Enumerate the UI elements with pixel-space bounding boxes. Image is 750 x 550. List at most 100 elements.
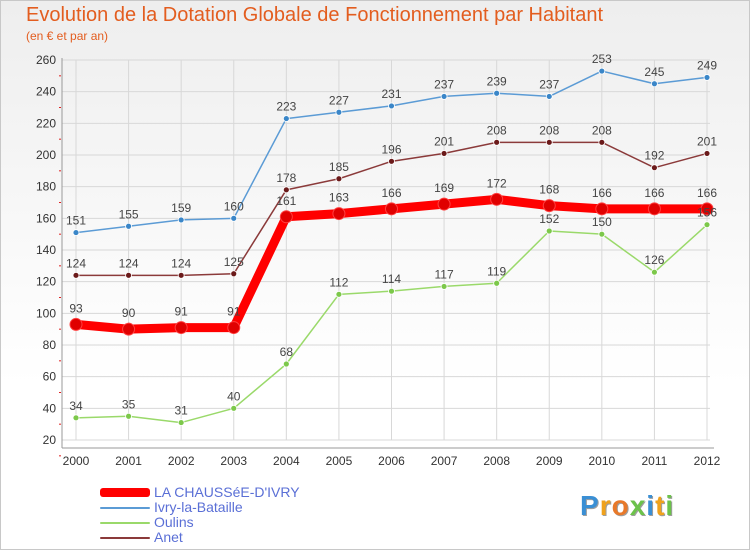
data-label-oulins: 119 bbox=[487, 264, 506, 278]
data-point-ivry-la-bataille bbox=[177, 216, 185, 224]
data-label-la-chauss-e-d-ivry: 166 bbox=[592, 186, 612, 200]
logo-letter: r bbox=[599, 490, 612, 521]
data-point-anet bbox=[125, 271, 132, 279]
data-point-oulins bbox=[440, 283, 448, 290]
data-point-la-chauss-e-d-ivry bbox=[437, 197, 451, 211]
data-point-la-chauss-e-d-ivry bbox=[122, 322, 136, 336]
data-point-la-chauss-e-d-ivry bbox=[174, 321, 188, 335]
data-point-la-chauss-e-d-ivry bbox=[279, 210, 293, 224]
data-point-anet bbox=[388, 157, 395, 165]
data-point-oulins bbox=[177, 419, 185, 426]
data-point-anet bbox=[651, 164, 658, 172]
y-tick-label: 120 bbox=[36, 275, 56, 289]
legend-swatch bbox=[100, 488, 150, 497]
data-point-oulins bbox=[230, 404, 238, 412]
legend-item-ivry-la-bataille: Ivry-la-Bataille bbox=[100, 499, 350, 515]
x-tick-label: 2004 bbox=[273, 454, 300, 468]
data-label-oulins: 150 bbox=[592, 215, 612, 229]
data-point-ivry-la-bataille bbox=[282, 115, 290, 122]
x-tick-label: 2006 bbox=[378, 454, 405, 468]
y-tick-label: 240 bbox=[36, 85, 56, 99]
legend-label: LA CHAUSSéE-D'IVRY bbox=[154, 484, 300, 500]
data-label-oulins: 35 bbox=[122, 397, 136, 411]
data-point-ivry-la-bataille bbox=[493, 89, 501, 97]
data-point-oulins bbox=[703, 221, 711, 229]
data-point-anet bbox=[545, 138, 553, 146]
legend-label: Oulins bbox=[154, 514, 194, 530]
data-label-la-chauss-e-d-ivry: 166 bbox=[381, 186, 401, 200]
data-label-anet: 201 bbox=[697, 134, 717, 148]
data-point-la-chauss-e-d-ivry bbox=[595, 202, 609, 216]
data-label-anet: 124 bbox=[119, 256, 139, 270]
data-label-ivry-la-bataille: 239 bbox=[487, 74, 507, 88]
data-point-oulins bbox=[335, 290, 343, 298]
x-tick-label: 2001 bbox=[115, 454, 142, 468]
data-point-anet bbox=[493, 138, 501, 146]
logo-letter: P bbox=[580, 490, 600, 521]
data-point-anet bbox=[440, 150, 448, 157]
data-label-la-chauss-e-d-ivry: 93 bbox=[69, 301, 83, 315]
data-point-oulins bbox=[598, 230, 606, 238]
data-point-ivry-la-bataille bbox=[651, 80, 658, 88]
data-point-anet bbox=[703, 150, 711, 157]
data-label-ivry-la-bataille: 159 bbox=[171, 201, 191, 215]
data-label-anet: 201 bbox=[434, 134, 454, 148]
data-point-anet bbox=[72, 271, 80, 279]
y-tick-label: 100 bbox=[36, 306, 56, 320]
data-label-oulins: 114 bbox=[382, 272, 401, 286]
y-tick-label: 180 bbox=[36, 180, 56, 194]
data-label-ivry-la-bataille: 155 bbox=[119, 207, 139, 221]
data-label-anet: 208 bbox=[487, 123, 507, 137]
legend-swatch bbox=[100, 536, 150, 539]
data-label-la-chauss-e-d-ivry: 166 bbox=[697, 186, 717, 200]
data-label-oulins: 126 bbox=[644, 253, 664, 267]
x-tick-label: 2008 bbox=[483, 454, 510, 468]
data-label-ivry-la-bataille: 151 bbox=[66, 214, 86, 228]
logo-letter: t bbox=[655, 490, 666, 521]
data-point-ivry-la-bataille bbox=[125, 222, 132, 230]
data-label-anet: 124 bbox=[171, 256, 191, 270]
data-label-oulins: 31 bbox=[174, 404, 188, 418]
legend-item-oulins: Oulins bbox=[100, 514, 350, 530]
data-label-anet: 124 bbox=[66, 256, 86, 270]
data-point-la-chauss-e-d-ivry bbox=[700, 202, 714, 216]
data-point-oulins bbox=[72, 414, 80, 422]
data-label-anet: 192 bbox=[644, 149, 664, 163]
data-label-anet: 196 bbox=[381, 142, 401, 156]
data-label-ivry-la-bataille: 223 bbox=[276, 100, 296, 114]
data-point-ivry-la-bataille bbox=[388, 102, 395, 110]
data-label-ivry-la-bataille: 253 bbox=[592, 52, 612, 66]
y-tick-label: 140 bbox=[36, 243, 56, 257]
data-label-la-chauss-e-d-ivry: 90 bbox=[122, 306, 136, 320]
y-tick-label: 40 bbox=[43, 401, 57, 415]
data-label-ivry-la-bataille: 227 bbox=[329, 93, 349, 107]
data-point-la-chauss-e-d-ivry bbox=[227, 321, 241, 335]
data-point-la-chauss-e-d-ivry bbox=[332, 207, 346, 221]
data-label-oulins: 40 bbox=[227, 389, 241, 403]
x-tick-label: 2007 bbox=[431, 454, 458, 468]
data-label-ivry-la-bataille: 237 bbox=[434, 77, 454, 91]
y-tick-label: 80 bbox=[43, 338, 57, 352]
data-point-la-chauss-e-d-ivry bbox=[647, 202, 661, 216]
data-label-anet: 208 bbox=[539, 123, 559, 137]
chart-legend: LA CHAUSSéE-D'IVRY Ivry-la-Bataille Oulins… bbox=[100, 484, 350, 545]
chart-subtitle: (en € et par an) bbox=[26, 29, 109, 43]
data-point-oulins bbox=[651, 268, 658, 276]
data-label-ivry-la-bataille: 237 bbox=[539, 77, 559, 91]
data-point-oulins bbox=[545, 227, 553, 235]
legend-label: Anet bbox=[154, 529, 183, 545]
data-point-ivry-la-bataille bbox=[72, 229, 80, 236]
data-point-oulins bbox=[388, 287, 395, 295]
data-label-oulins: 156 bbox=[697, 206, 717, 220]
legend-swatch bbox=[100, 521, 150, 524]
y-tick-label: 160 bbox=[36, 211, 56, 225]
data-point-ivry-la-bataille bbox=[703, 74, 711, 81]
data-point-la-chauss-e-d-ivry bbox=[490, 192, 504, 206]
x-tick-label: 2003 bbox=[220, 454, 247, 468]
x-tick-label: 2009 bbox=[536, 454, 563, 468]
data-label-ivry-la-bataille: 231 bbox=[381, 87, 401, 101]
x-tick-label: 2002 bbox=[168, 454, 195, 468]
data-point-anet bbox=[282, 186, 290, 194]
data-point-anet bbox=[598, 138, 606, 146]
